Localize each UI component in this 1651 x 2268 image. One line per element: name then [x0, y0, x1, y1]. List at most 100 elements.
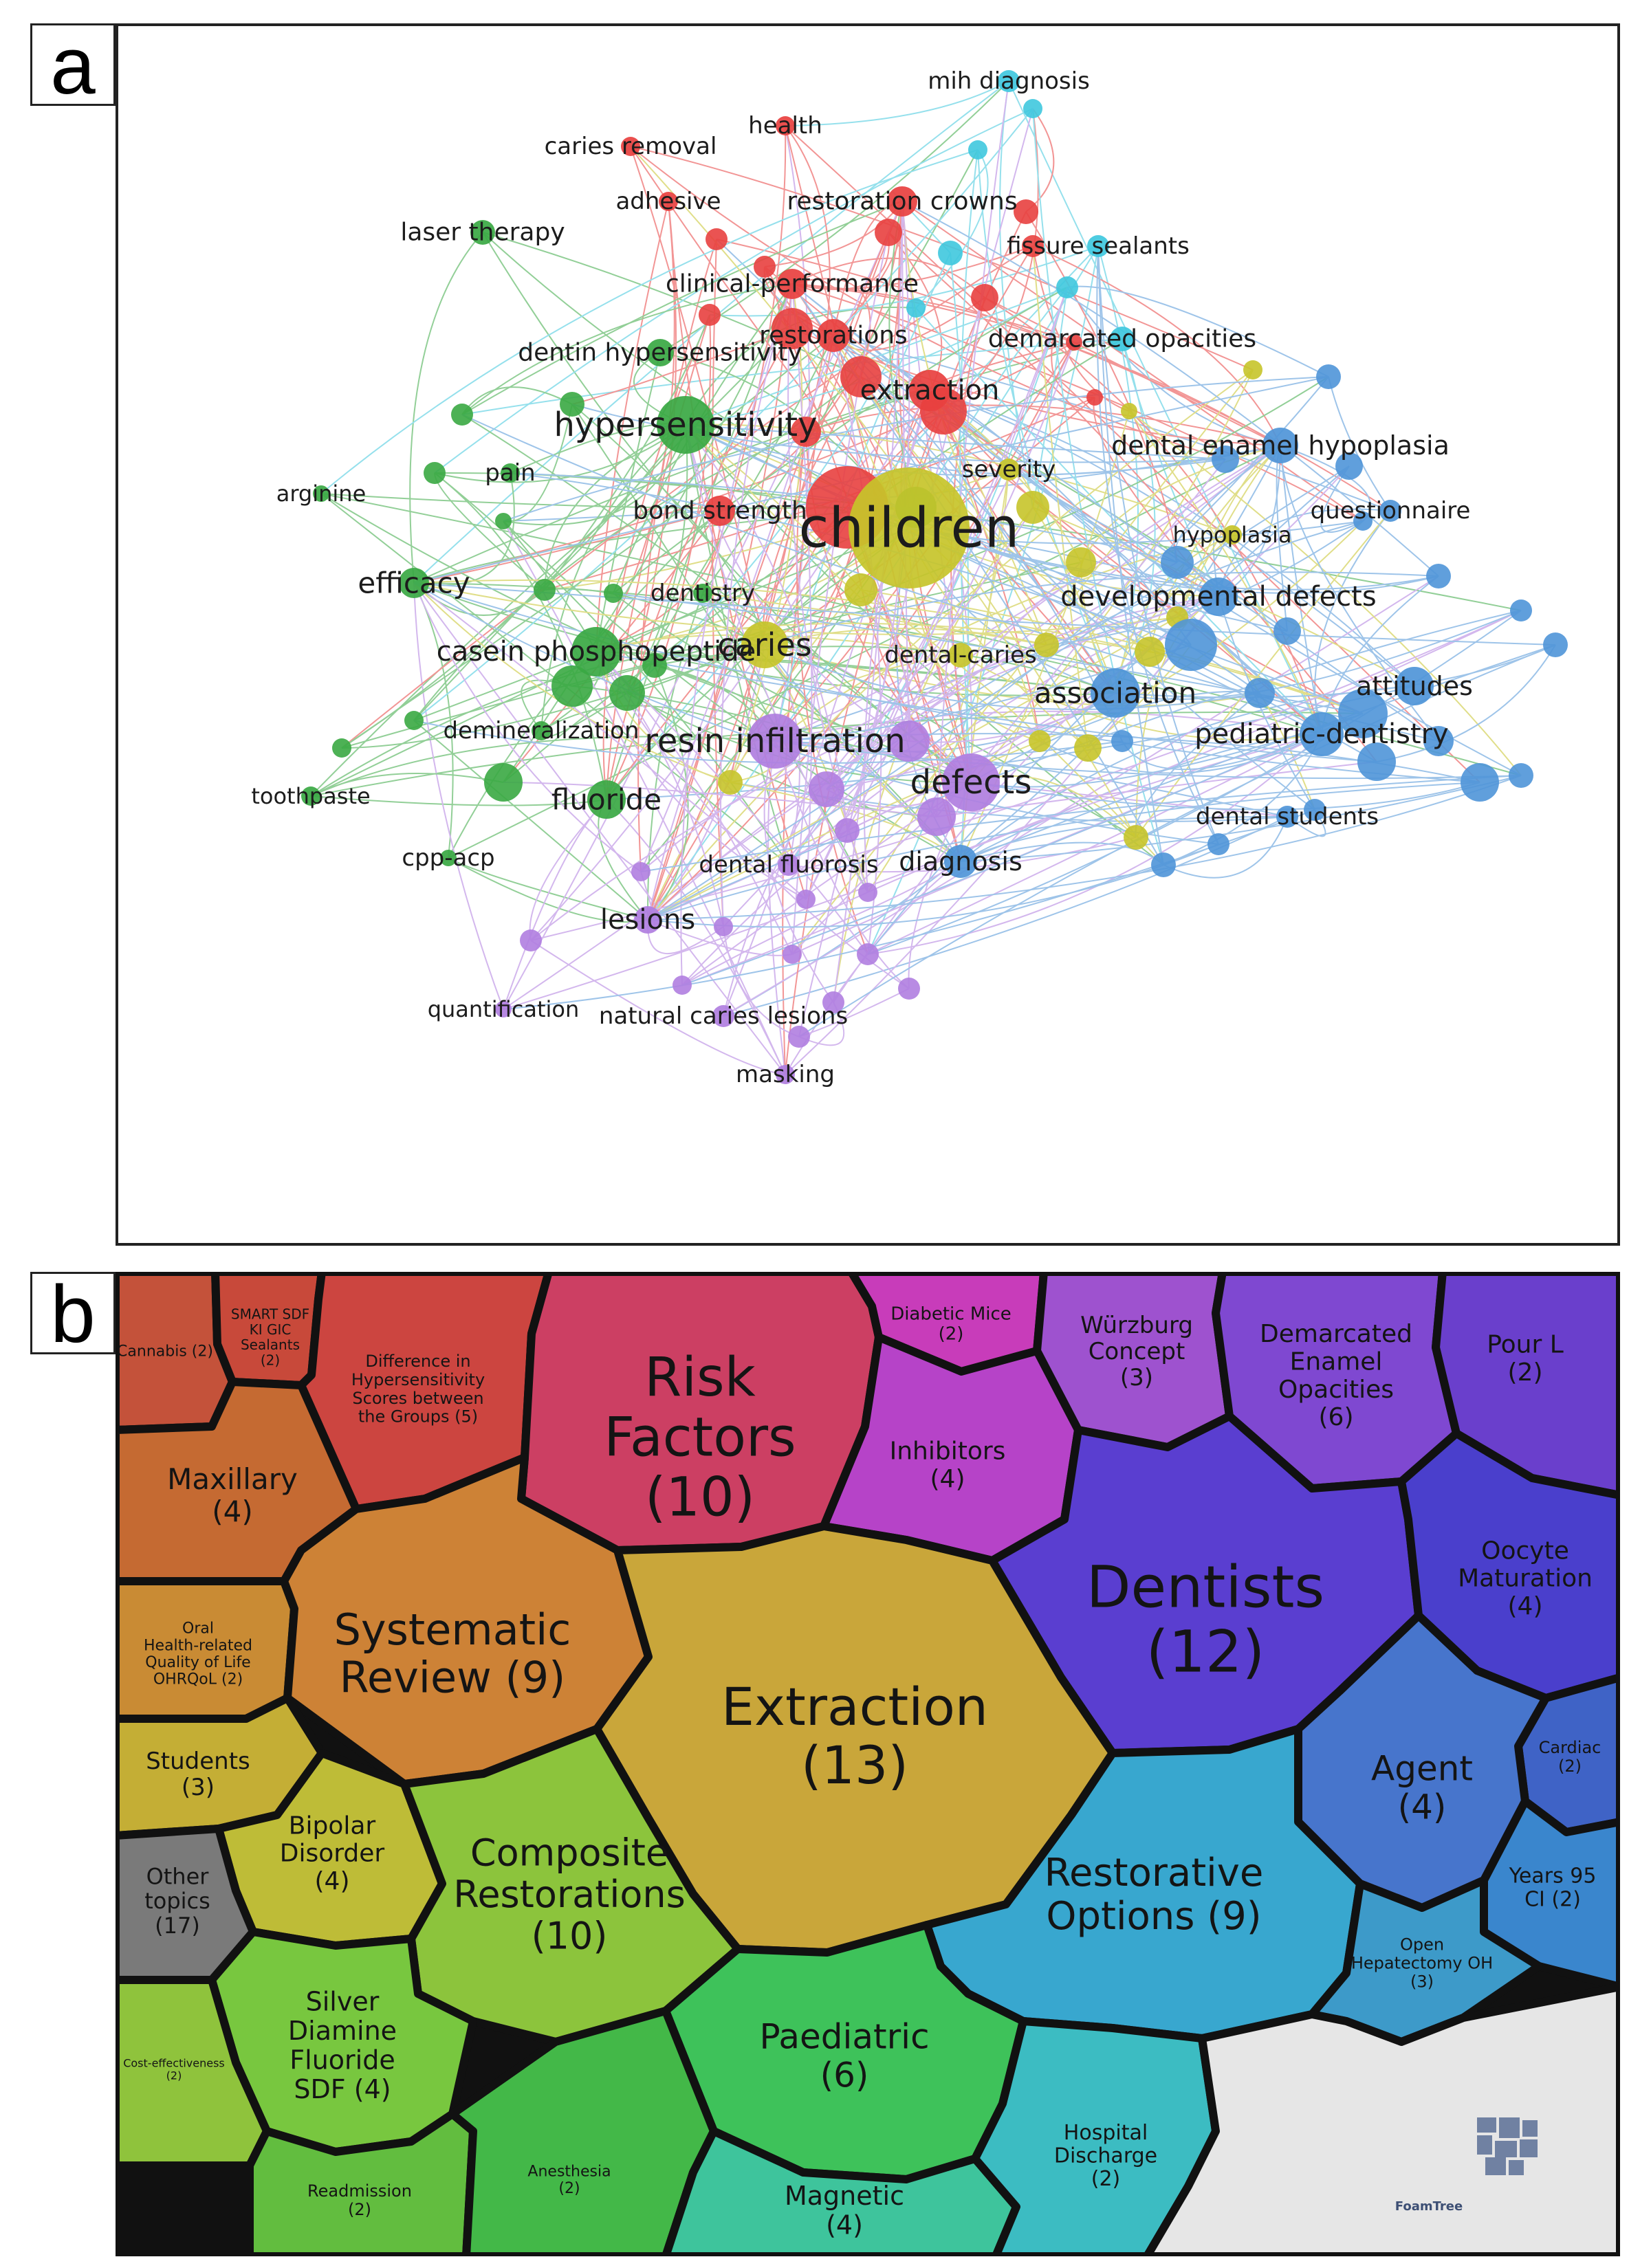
- network-node: [451, 404, 473, 426]
- network-node: [1509, 763, 1533, 788]
- foamtree-logo-block: [1520, 2139, 1538, 2157]
- network-edge: [999, 80, 1034, 508]
- network-edge: [833, 335, 1315, 811]
- network-edge: [1025, 108, 1055, 212]
- network-node: [844, 573, 877, 606]
- network-node: [783, 945, 802, 964]
- foamtree-label-cannabis-2: Cannabis (2): [117, 1343, 213, 1361]
- network-edge: [413, 720, 648, 921]
- network-edge: [571, 404, 1226, 463]
- network-edge: [461, 201, 903, 415]
- node-label-masking: masking: [736, 1061, 835, 1088]
- network-node: [968, 140, 987, 159]
- network-edge: [647, 610, 1522, 921]
- foamtree-label-students-3: Students (3): [146, 1748, 250, 1801]
- network-edge: [310, 795, 607, 806]
- network-edge: [720, 283, 793, 927]
- foamtree-label-oral-health-related-quality-of-life-ohrqol-2: Oral Health-related Quality of Life OHRQoL …: [144, 1620, 252, 1688]
- network-edge: [681, 861, 961, 986]
- network-node: [1066, 334, 1082, 351]
- network-node: [1338, 689, 1388, 738]
- network-edge: [461, 414, 972, 783]
- foamtree-label-oocyte-maturation-4: Oocyte Maturation (4): [1458, 1537, 1593, 1620]
- node-dentin-hypersensitivity: [646, 339, 674, 366]
- foamtree-label-cost-effectiveness-2: Cost-effectiveness (2): [123, 2057, 225, 2082]
- network-edge: [595, 352, 661, 652]
- foamtree-logo-block: [1477, 2117, 1496, 2133]
- network-node: [631, 862, 650, 881]
- node-fissure-sealants: [1087, 235, 1109, 257]
- node-label-clinical-performance: clinical-performance: [666, 270, 919, 298]
- node-masking: [776, 1065, 795, 1084]
- keyword-network-panel: children hypersensitivity resin infiltrati…: [116, 23, 1620, 1246]
- node-hypersensitivity: [657, 396, 714, 454]
- network-edge: [767, 740, 786, 1075]
- foamtree-logo: [1477, 2117, 1538, 2175]
- network-edge: [434, 108, 1034, 474]
- node-severity: [998, 459, 1020, 481]
- network-edge: [606, 799, 786, 1075]
- network-edge: [805, 287, 1068, 900]
- network-edge: [503, 404, 573, 522]
- network-edge: [613, 287, 1068, 594]
- foamtree-label-agent-4: Agent (4): [1371, 1749, 1473, 1827]
- network-node: [560, 392, 584, 417]
- foamtree-label-bipolar-disorder-4: Bipolar Disorder (4): [280, 1812, 385, 1895]
- node-caries: [741, 621, 788, 668]
- network-edge: [685, 424, 789, 866]
- node-pediatric-dentistry: [1300, 712, 1344, 756]
- network-edge: [647, 775, 1522, 921]
- node-dental-enamel-hypoplasia: [1262, 428, 1298, 463]
- foamtree-label-composite-restorations-10: Composite Restorations (10): [453, 1831, 686, 1957]
- network-edge: [763, 740, 834, 1003]
- network-edge: [901, 201, 1364, 522]
- network-edge: [977, 149, 1116, 694]
- network-edge: [685, 424, 1226, 460]
- node-bond-strength: [705, 496, 735, 526]
- network-node: [1357, 742, 1396, 781]
- network-edge: [626, 201, 677, 694]
- node-dental-students: [1276, 806, 1298, 828]
- network-node: [1014, 199, 1038, 224]
- foamtree-labels: Cannabis (2) SMART SDF KI GIC Sealants (2) Di…: [117, 1304, 1601, 2241]
- foamtree-logo-block: [1477, 2135, 1492, 2155]
- network-edge: [774, 740, 910, 989]
- network-edge: [1097, 245, 1164, 866]
- network-edge: [960, 841, 1164, 866]
- foamtree-topic-map: Cannabis (2) SMART SDF KI GIC Sealants (2) Di…: [111, 1268, 1624, 2260]
- foamtree-label-dentists-12: Dentists (12): [1086, 1553, 1324, 1685]
- node-dentistry: [693, 584, 712, 603]
- foamtree-label-systematic-review-9: Systematic Review (9): [334, 1605, 571, 1702]
- node-association: [1091, 668, 1140, 718]
- node-questionnaire: [1379, 500, 1401, 522]
- network-edge: [723, 926, 800, 1037]
- network-edge: [626, 692, 972, 784]
- network-node: [673, 976, 692, 995]
- network-node: [875, 219, 902, 246]
- foamtree-panel: Cannabis (2) SMART SDF KI GIC Sealants (2) Di…: [111, 1268, 1624, 2260]
- network-edge: [798, 644, 1556, 1037]
- network-edge: [647, 665, 689, 921]
- network-edge: [787, 283, 868, 893]
- network-node: [772, 308, 813, 349]
- node-label-hypoplasia: hypoplasia: [1172, 522, 1291, 548]
- network-edge: [461, 386, 573, 415]
- node-label-adhesive: adhesive: [615, 188, 721, 215]
- node-label-cpp-acp: cpp-acp: [402, 844, 494, 872]
- network-edge: [915, 149, 989, 309]
- node-dental-fluorosis: [778, 854, 800, 876]
- foamtree-label-paediatric-6: Paediatric (6): [759, 2017, 929, 2095]
- node-restoration-crowns: [887, 186, 917, 217]
- foamtree-label-anesthesia-2: Anesthesia (2): [527, 2163, 611, 2197]
- network-edge: [341, 245, 1034, 749]
- network-node: [1074, 734, 1102, 762]
- network-node: [1135, 637, 1165, 667]
- network-edge: [959, 149, 978, 783]
- foamtree-label-maxillary-4: Maxillary (4): [167, 1462, 298, 1528]
- network-edge: [867, 465, 1350, 955]
- node-quantification: [495, 1001, 512, 1017]
- network-node: [520, 929, 542, 951]
- network-node: [858, 883, 877, 902]
- network-node: [1161, 546, 1194, 579]
- network-edge: [341, 644, 765, 749]
